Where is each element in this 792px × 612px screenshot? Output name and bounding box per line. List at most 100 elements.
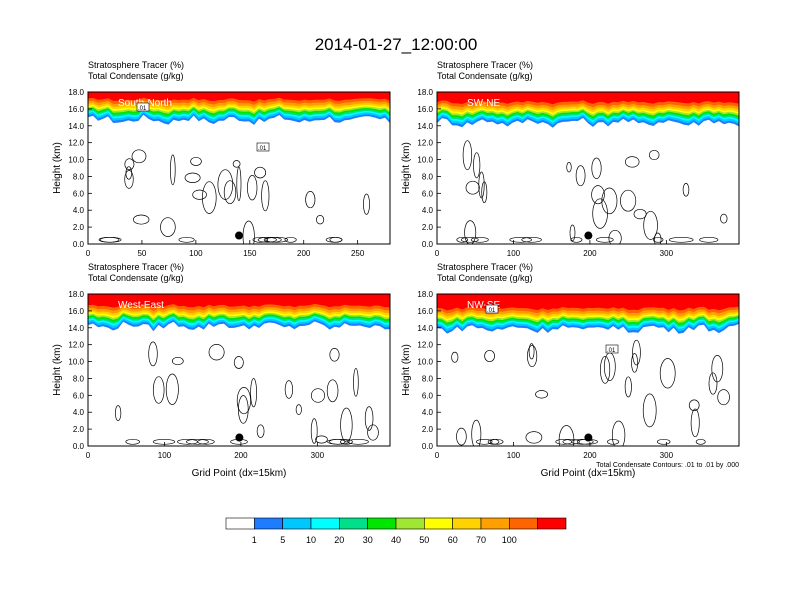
condensate-contour bbox=[624, 156, 640, 168]
condensate-contour bbox=[566, 162, 572, 173]
condensate-contour bbox=[327, 438, 350, 445]
condensate-contour bbox=[535, 390, 549, 399]
y-tick-label: 8.0 bbox=[422, 374, 434, 383]
plot-content bbox=[437, 294, 739, 446]
condensate-contour bbox=[233, 356, 244, 369]
condensate-contour bbox=[720, 213, 728, 224]
colorbar-label: 20 bbox=[334, 535, 344, 545]
y-tick-label: 16.0 bbox=[68, 307, 84, 316]
condensate-contour bbox=[611, 420, 626, 446]
condensate-contour bbox=[570, 236, 583, 243]
x-tick-label: 300 bbox=[311, 451, 325, 460]
condensate-contour bbox=[648, 149, 660, 161]
main-title: 2014-01-27_12:00:00 bbox=[315, 35, 478, 54]
x-tick-label: 0 bbox=[435, 249, 440, 258]
condensate-contour bbox=[668, 236, 694, 243]
condensate-contour bbox=[575, 165, 586, 187]
plot-content bbox=[437, 92, 739, 244]
condensate-contour bbox=[653, 232, 662, 244]
panels: Stratosphere Tracer (%) Total Condensate … bbox=[52, 60, 740, 479]
condensate-contour bbox=[340, 407, 353, 443]
condensate-contour bbox=[462, 140, 473, 171]
x-tick-label: 200 bbox=[297, 249, 311, 258]
condensate-contour bbox=[131, 149, 147, 164]
condensate-contour bbox=[340, 438, 353, 445]
condensate-contour bbox=[470, 236, 489, 243]
condensate-contour bbox=[460, 236, 479, 243]
condensate-contour bbox=[527, 345, 538, 368]
condensate-contour bbox=[569, 224, 576, 242]
condensate-contour bbox=[310, 388, 326, 403]
y-tick-label: 12.0 bbox=[68, 139, 84, 148]
x-tick-label: 250 bbox=[351, 249, 365, 258]
x-tick-label: 300 bbox=[660, 451, 674, 460]
y-axis-label: Height (km) bbox=[401, 142, 412, 194]
condensate-contour bbox=[160, 217, 176, 237]
colorbar-swatch bbox=[395, 517, 425, 530]
y-tick-label: 2.0 bbox=[73, 223, 85, 232]
y-tick-label: 10.0 bbox=[417, 156, 433, 165]
condensate-contour bbox=[295, 404, 302, 415]
condensate-contour bbox=[177, 438, 198, 445]
y-tick-label: 6.0 bbox=[422, 189, 434, 198]
condensate-contour bbox=[562, 438, 580, 445]
condensate-contour bbox=[152, 438, 176, 445]
y-tick-label: 18.0 bbox=[417, 88, 433, 97]
condensate-contour bbox=[185, 438, 209, 445]
condensate-contour bbox=[124, 170, 134, 189]
condensate-contour bbox=[363, 193, 370, 215]
x-tick-label: 100 bbox=[507, 451, 521, 460]
condensate-contour bbox=[525, 431, 543, 444]
y-tick-label: 12.0 bbox=[417, 139, 433, 148]
y-tick-label: 18.0 bbox=[68, 290, 84, 299]
colorbar-swatch bbox=[338, 517, 368, 530]
colorbar-swatch bbox=[480, 517, 510, 530]
y-tick-label: 0.0 bbox=[73, 442, 85, 451]
y-tick-label: 4.0 bbox=[422, 206, 434, 215]
colorbar-swatch bbox=[254, 517, 283, 530]
y-tick-label: 14.0 bbox=[417, 324, 433, 333]
condensate-contour bbox=[284, 380, 294, 399]
y-tick-label: 2.0 bbox=[422, 223, 434, 232]
condensate-contour bbox=[456, 236, 468, 243]
condensate-contour bbox=[184, 172, 201, 183]
condensate-contour bbox=[656, 438, 671, 445]
colorbar-swatch bbox=[282, 517, 312, 530]
x-tick-label: 100 bbox=[158, 451, 172, 460]
condensate-contour bbox=[528, 343, 535, 360]
y-tick-label: 6.0 bbox=[73, 391, 85, 400]
condensate-contour bbox=[475, 438, 493, 445]
condensate-contour bbox=[326, 379, 339, 403]
y-tick-label: 8.0 bbox=[422, 172, 434, 181]
y-tick-label: 6.0 bbox=[73, 189, 85, 198]
contour-label-box bbox=[605, 344, 619, 354]
y-tick-label: 0.0 bbox=[422, 240, 434, 249]
panel-title-line2: Total Condensate (g/kg) bbox=[437, 71, 533, 81]
condensate-contour bbox=[555, 438, 573, 445]
location-marker bbox=[584, 231, 593, 240]
condensate-contour bbox=[133, 214, 150, 225]
condensate-contour bbox=[190, 156, 202, 166]
condensate-contour bbox=[250, 378, 257, 408]
condensate-contour bbox=[98, 236, 120, 243]
tracer-band bbox=[437, 294, 739, 311]
y-tick-label: 8.0 bbox=[73, 172, 85, 181]
colorbar-label: 30 bbox=[363, 535, 373, 545]
condensate-contour bbox=[152, 376, 165, 404]
condensate-contour bbox=[591, 185, 605, 205]
y-tick-label: 12.0 bbox=[417, 341, 433, 350]
condensate-contour bbox=[208, 344, 225, 361]
colorbar-label: 10 bbox=[306, 535, 316, 545]
y-tick-label: 4.0 bbox=[73, 408, 85, 417]
colorbar-swatch bbox=[508, 517, 538, 530]
panel-title-line1: Stratosphere Tracer (%) bbox=[88, 262, 184, 272]
contour-label: .01 bbox=[607, 348, 616, 354]
colorbar-label: 100 bbox=[502, 535, 517, 545]
condensate-contour bbox=[310, 418, 318, 444]
x-tick-label: 100 bbox=[507, 249, 521, 258]
condensate-contour bbox=[595, 236, 614, 243]
panel-4: Stratosphere Tracer (%)Total Condensate … bbox=[401, 262, 740, 479]
y-tick-label: 10.0 bbox=[417, 358, 433, 367]
condensate-contour bbox=[305, 191, 316, 209]
colorbar-label: 60 bbox=[448, 535, 458, 545]
